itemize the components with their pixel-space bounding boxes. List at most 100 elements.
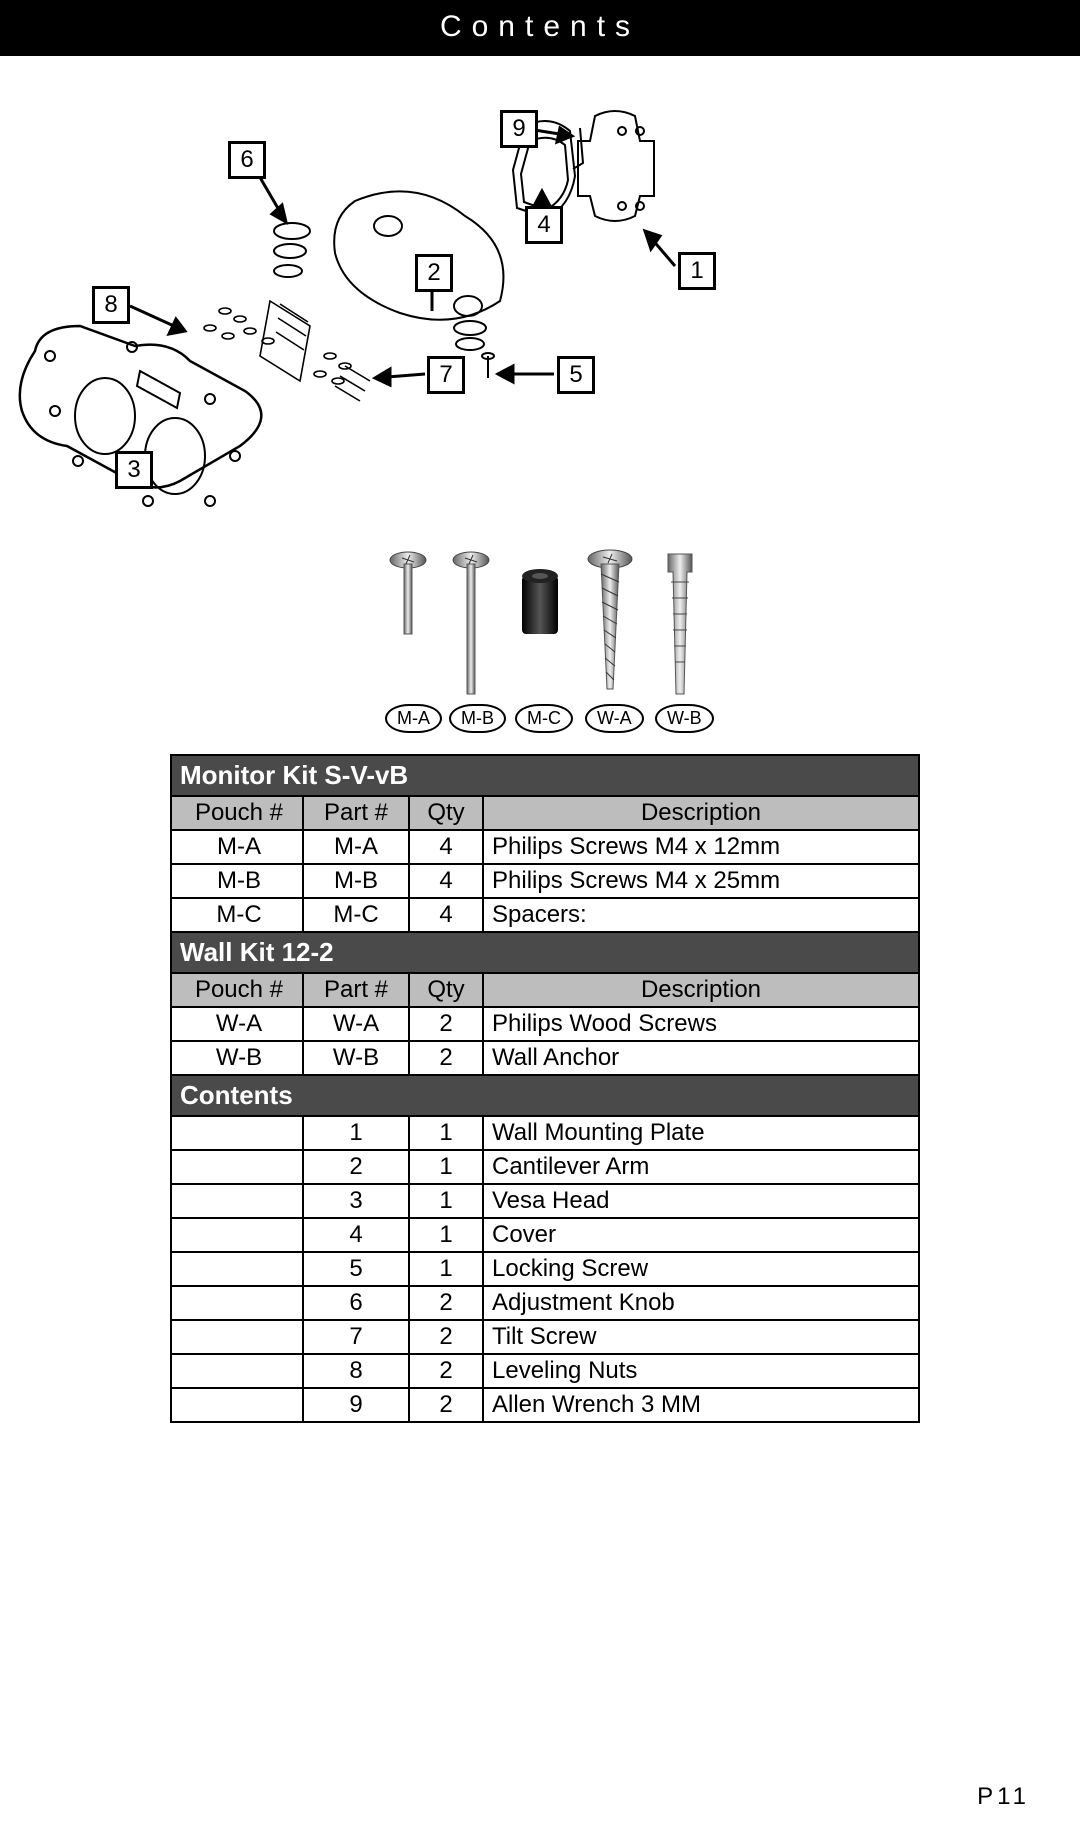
hdr-pouch: Pouch #: [171, 973, 303, 1007]
cell-desc: Philips Screws M4 x 25mm: [483, 864, 919, 898]
cell-desc: Philips Wood Screws: [483, 1007, 919, 1041]
cell-pouch: W-A: [171, 1007, 303, 1041]
cell-qty: 2: [409, 1354, 483, 1388]
cell-desc: Leveling Nuts: [483, 1354, 919, 1388]
cell-pouch: [171, 1150, 303, 1184]
hdr-qty: Qty: [409, 973, 483, 1007]
table-row: 51Locking Screw: [171, 1252, 919, 1286]
cell-part: M-A: [303, 830, 409, 864]
cell-part: 9: [303, 1388, 409, 1422]
cell-desc: Wall Anchor: [483, 1041, 919, 1075]
callout-1: 1: [678, 252, 716, 290]
page-header: Contents: [0, 0, 1080, 56]
hdr-desc: Description: [483, 796, 919, 830]
cell-part: 8: [303, 1354, 409, 1388]
cell-pouch: [171, 1252, 303, 1286]
cell-part: M-C: [303, 898, 409, 932]
hdr-part: Part #: [303, 796, 409, 830]
table-row: 31Vesa Head: [171, 1184, 919, 1218]
cell-pouch: [171, 1184, 303, 1218]
table-row: W-BW-B2 Wall Anchor: [171, 1041, 919, 1075]
hw-label-mc: M-C: [515, 704, 573, 733]
cell-part: 1: [303, 1116, 409, 1150]
cell-part: 2: [303, 1150, 409, 1184]
cell-part: 7: [303, 1320, 409, 1354]
cell-desc: Allen Wrench 3 MM: [483, 1388, 919, 1422]
parts-table: Monitor Kit S-V-vB Pouch # Part # Qty De…: [170, 754, 920, 1423]
cell-desc: Spacers:: [483, 898, 919, 932]
cell-pouch: W-B: [171, 1041, 303, 1075]
cell-desc: Cover: [483, 1218, 919, 1252]
callout-6: 6: [228, 141, 266, 179]
cell-qty: 4: [409, 830, 483, 864]
table-row: W-AW-A2Philips Wood Screws: [171, 1007, 919, 1041]
hw-label-ma: M-A: [385, 704, 442, 733]
hw-label-wa: W-A: [585, 704, 644, 733]
cell-pouch: [171, 1286, 303, 1320]
hdr-pouch: Pouch #: [171, 796, 303, 830]
callout-2: 2: [415, 254, 453, 292]
section-monitor-kit: Monitor Kit S-V-vB: [171, 755, 919, 796]
cell-qty: 2: [409, 1007, 483, 1041]
cell-desc: Wall Mounting Plate: [483, 1116, 919, 1150]
page-number: P11: [977, 1783, 1030, 1811]
hdr-desc: Description: [483, 973, 919, 1007]
table-row: 82Leveling Nuts: [171, 1354, 919, 1388]
cell-part: 6: [303, 1286, 409, 1320]
cell-part: 4: [303, 1218, 409, 1252]
table-row: M-BM-B4Philips Screws M4 x 25mm: [171, 864, 919, 898]
cell-qty: 2: [409, 1041, 483, 1075]
cell-part: M-B: [303, 864, 409, 898]
hdr-part: Part #: [303, 973, 409, 1007]
cell-qty: 1: [409, 1252, 483, 1286]
hw-label-mb: M-B: [449, 704, 506, 733]
monitor-headers: Pouch # Part # Qty Description: [171, 796, 919, 830]
cell-qty: 1: [409, 1218, 483, 1252]
cell-part: W-B: [303, 1041, 409, 1075]
callout-4: 4: [525, 206, 563, 244]
hdr-qty: Qty: [409, 796, 483, 830]
cell-desc: Cantilever Arm: [483, 1150, 919, 1184]
cell-pouch: [171, 1354, 303, 1388]
hardware-row: M-A M-B M-C W-A W-B: [0, 546, 1080, 746]
cell-pouch: [171, 1388, 303, 1422]
cell-desc: Tilt Screw: [483, 1320, 919, 1354]
cell-qty: 2: [409, 1286, 483, 1320]
cell-pouch: M-C: [171, 898, 303, 932]
cell-qty: 2: [409, 1320, 483, 1354]
hw-label-wb: W-B: [655, 704, 714, 733]
cell-pouch: [171, 1218, 303, 1252]
cell-qty: 1: [409, 1116, 483, 1150]
cell-part: 3: [303, 1184, 409, 1218]
table-row: 62Adjustment Knob: [171, 1286, 919, 1320]
table-row: 21Cantilever Arm: [171, 1150, 919, 1184]
cell-desc: Adjustment Knob: [483, 1286, 919, 1320]
section-contents: Contents: [171, 1075, 919, 1116]
cell-pouch: M-A: [171, 830, 303, 864]
wall-headers: Pouch # Part # Qty Description: [171, 973, 919, 1007]
table-row: M-CM-C4Spacers:: [171, 898, 919, 932]
callout-3: 3: [115, 451, 153, 489]
exploded-diagram: 6 9 4 2 1 8 7 5 3: [0, 56, 1080, 546]
cell-part: W-A: [303, 1007, 409, 1041]
cell-pouch: M-B: [171, 864, 303, 898]
cell-pouch: [171, 1116, 303, 1150]
cell-part: 5: [303, 1252, 409, 1286]
callout-8: 8: [92, 286, 130, 324]
table-row: 92Allen Wrench 3 MM: [171, 1388, 919, 1422]
cell-qty: 2: [409, 1388, 483, 1422]
table-row: 11Wall Mounting Plate: [171, 1116, 919, 1150]
table-row: 41Cover: [171, 1218, 919, 1252]
cell-desc: Vesa Head: [483, 1184, 919, 1218]
cell-qty: 4: [409, 898, 483, 932]
callout-9: 9: [500, 110, 538, 148]
cell-qty: 4: [409, 864, 483, 898]
section-wall-kit: Wall Kit 12-2: [171, 932, 919, 973]
cell-pouch: [171, 1320, 303, 1354]
table-row: M-AM-A4Philips Screws M4 x 12mm: [171, 830, 919, 864]
callout-7: 7: [427, 356, 465, 394]
table-row: 72Tilt Screw: [171, 1320, 919, 1354]
cell-qty: 1: [409, 1184, 483, 1218]
cell-desc: Philips Screws M4 x 12mm: [483, 830, 919, 864]
callout-5: 5: [557, 356, 595, 394]
